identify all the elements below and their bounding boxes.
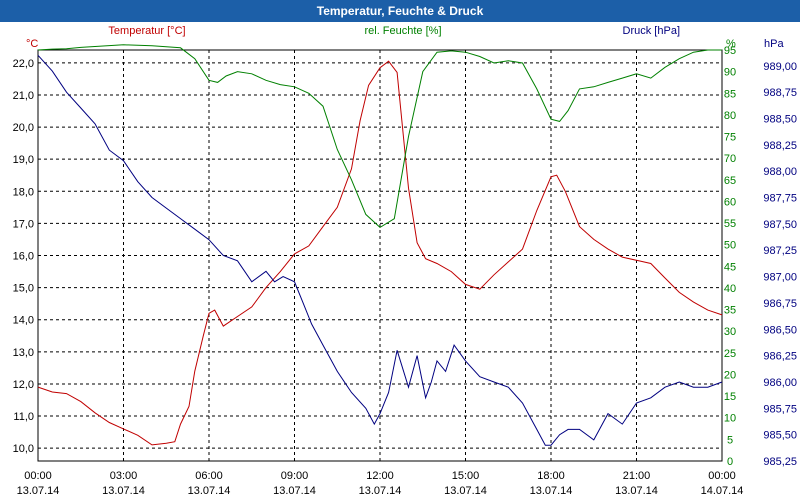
temperature-tick-label: 21,0: [13, 90, 34, 102]
temperature-tick-label: 19,0: [13, 154, 34, 166]
humidity-tick-label: 70: [724, 153, 736, 165]
x-tick-time-label: 09:00: [281, 470, 309, 482]
pressure-unit-label: hPa: [764, 38, 784, 50]
x-tick-time-label: 00:00: [708, 470, 736, 482]
tick-labels: 00:00 13.07.14 03:00 13.07.14 06:00 13.07.14 0…: [13, 45, 797, 497]
pressure-tick-label: 989,00: [763, 61, 797, 73]
pressure-tick-label: 987,75: [763, 193, 797, 205]
pressure-axis-title: Druck [hPa]: [623, 25, 680, 37]
humidity-tick-label: 65: [724, 175, 736, 187]
humidity-tick-label: 5: [727, 434, 733, 446]
temperature-tick-label: 13,0: [13, 347, 34, 359]
pressure-tick-label: 985,50: [763, 430, 797, 442]
x-tick-time-label: 15:00: [452, 470, 480, 482]
temperature-tick-label: 10,0: [13, 443, 34, 455]
humidity-tick-label: 10: [724, 413, 736, 425]
pressure-tick-label: 986,00: [763, 377, 797, 389]
pressure-tick-label: 985,25: [763, 456, 797, 468]
pressure-tick-label: 985,75: [763, 403, 797, 415]
pressure-tick-label: 987,00: [763, 272, 797, 284]
series-layer: [37, 44, 723, 446]
chart-title: Temperatur, Feuchte & Druck: [0, 0, 800, 22]
temperature-tick-label: 16,0: [13, 251, 34, 263]
pressure-tick-label: 987,50: [763, 219, 797, 231]
pressure-tick-label: 986,25: [763, 351, 797, 363]
humidity-tick-label: 45: [724, 261, 736, 273]
x-tick-date-label: 13.07.14: [444, 485, 487, 497]
temperature-axis-title: Temperatur [°C]: [108, 25, 185, 37]
pressure-tick-label: 988,25: [763, 140, 797, 152]
temperature-tick-label: 22,0: [13, 58, 34, 70]
grid: [37, 49, 723, 462]
humidity-tick-label: 30: [724, 326, 736, 338]
x-tick-time-label: 00:00: [24, 470, 52, 482]
pressure-tick-label: 986,50: [763, 324, 797, 336]
pressure-series-line: [37, 54, 723, 446]
temperature-tick-label: 17,0: [13, 218, 34, 230]
humidity-tick-label: 60: [724, 196, 736, 208]
x-tick-date-label: 13.07.14: [615, 485, 658, 497]
humidity-tick-label: 40: [724, 283, 736, 295]
x-tick-time-label: 12:00: [366, 470, 394, 482]
temperature-tick-label: 20,0: [13, 122, 34, 134]
temperature-unit-label: °C: [26, 38, 38, 50]
temperature-tick-label: 14,0: [13, 315, 34, 327]
pressure-tick-label: 988,75: [763, 87, 797, 99]
pressure-tick-label: 987,25: [763, 245, 797, 257]
x-tick-time-label: 06:00: [195, 470, 223, 482]
humidity-tick-label: 90: [724, 67, 736, 79]
humidity-tick-label: 75: [724, 132, 736, 144]
humidity-tick-label: 15: [724, 391, 736, 403]
x-tick-time-label: 21:00: [623, 470, 651, 482]
temperature-tick-label: 12,0: [13, 379, 34, 391]
x-tick-date-label: 13.07.14: [359, 485, 402, 497]
x-tick-date-label: 13.07.14: [102, 485, 145, 497]
humidity-tick-label: 95: [724, 45, 736, 57]
temperature-series-line: [37, 60, 723, 446]
humidity-tick-label: 0: [727, 456, 733, 468]
x-tick-date-label: 13.07.14: [273, 485, 316, 497]
temperature-tick-label: 15,0: [13, 283, 34, 295]
humidity-tick-label: 25: [724, 348, 736, 360]
humidity-tick-label: 55: [724, 218, 736, 230]
pressure-tick-label: 986,75: [763, 298, 797, 310]
humidity-unit-label: %: [726, 38, 736, 50]
humidity-axis-title: rel. Feuchte [%]: [364, 25, 441, 37]
x-tick-date-label: 13.07.14: [17, 485, 60, 497]
pressure-tick-label: 988,00: [763, 166, 797, 178]
temperature-tick-label: 18,0: [13, 186, 34, 198]
axis-labels: °C% hPa Temperatur [°C] rel. Feuchte [%] Dru…: [26, 25, 784, 50]
humidity-tick-label: 85: [724, 88, 736, 100]
x-tick-time-label: 18:00: [537, 470, 565, 482]
humidity-tick-label: 80: [724, 110, 736, 122]
temperature-tick-label: 11,0: [13, 411, 34, 423]
humidity-tick-label: 20: [724, 369, 736, 381]
humidity-tick-label: 35: [724, 305, 736, 317]
x-tick-date-label: 13.07.14: [530, 485, 573, 497]
pressure-tick-label: 988,50: [763, 114, 797, 126]
humidity-series-line: [37, 44, 722, 229]
x-tick-date-label: 14.07.14: [701, 485, 744, 497]
x-tick-date-label: 13.07.14: [188, 485, 231, 497]
humidity-tick-label: 50: [724, 240, 736, 252]
x-tick-time-label: 03:00: [110, 470, 138, 482]
